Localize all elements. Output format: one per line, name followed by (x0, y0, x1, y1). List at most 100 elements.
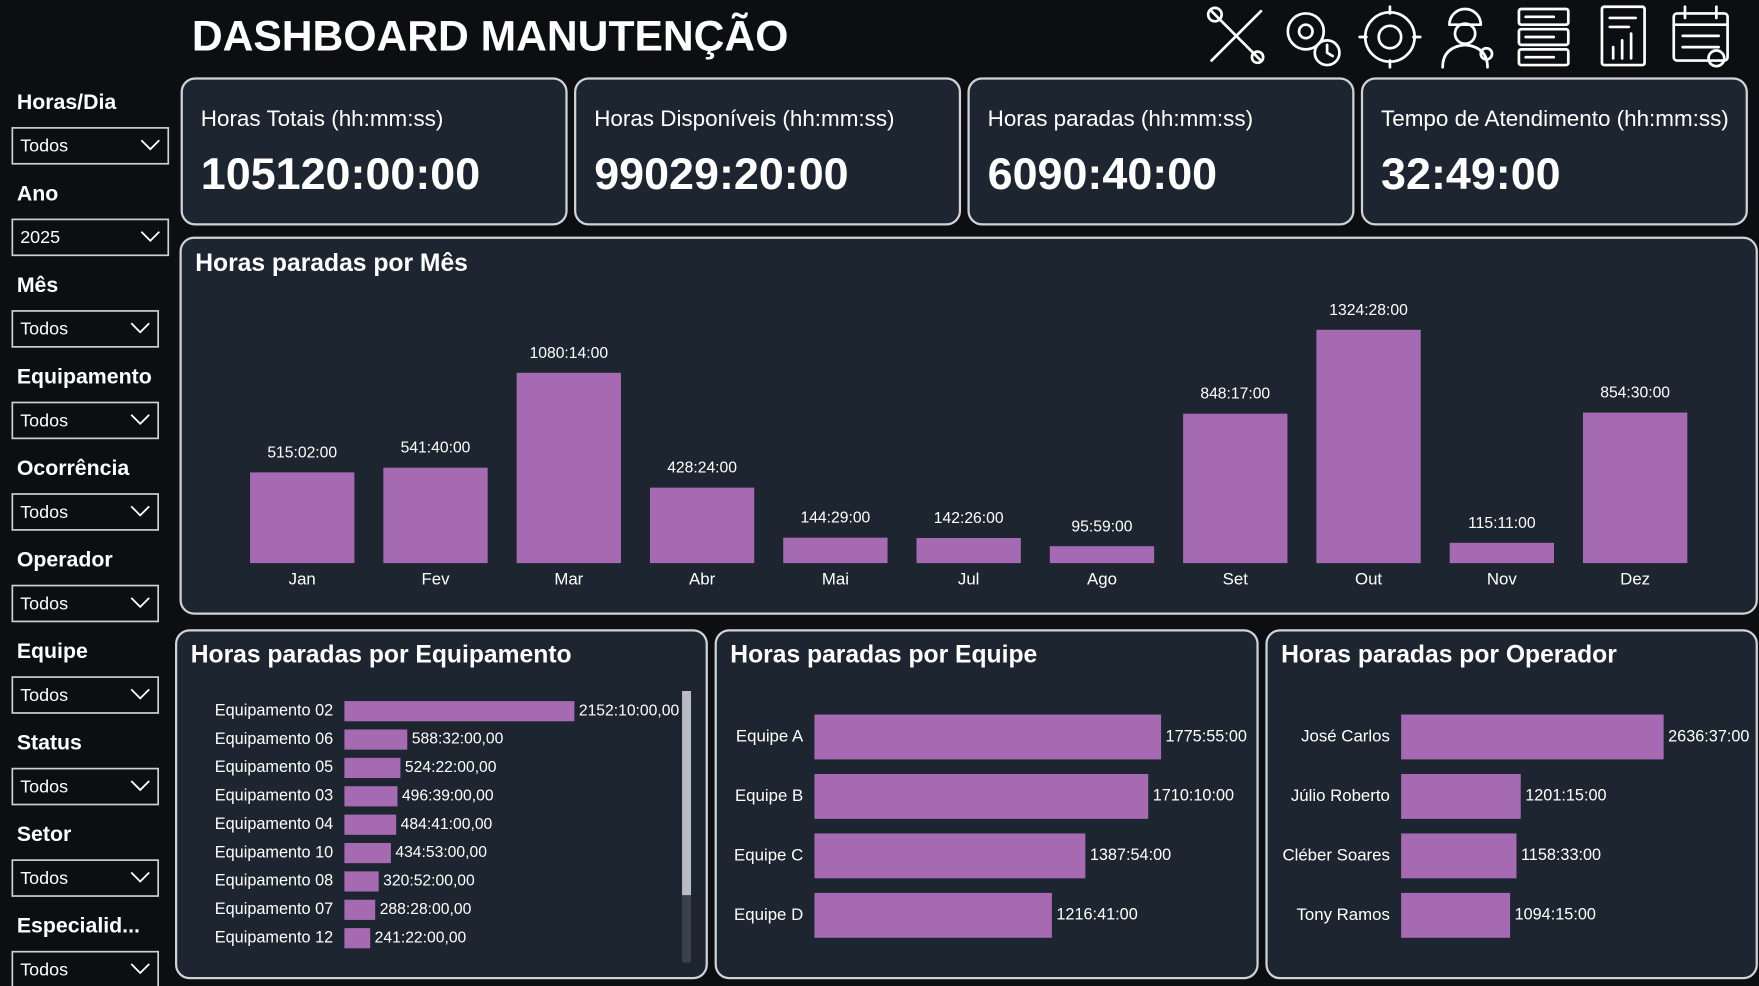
x-tick-label: Jul (958, 569, 980, 588)
x-tick-label: Fev (422, 569, 451, 588)
filter-dropdown[interactable] (11, 493, 160, 531)
y-tick-label: Equipamento 10 (215, 843, 333, 861)
y-tick-label: Equipamento 08 (215, 872, 333, 890)
data-label: 588:32:00,00 (412, 731, 504, 748)
y-tick-label: Equipe C (734, 845, 803, 864)
data-label: 1775:55:00 (1166, 727, 1247, 745)
dropdown-chevron (130, 414, 150, 426)
y-tick-label: Equipamento 12 (215, 929, 333, 947)
bar (1401, 892, 1511, 938)
data-label: 2152:10:00,00 (579, 702, 680, 719)
filter-dropdown[interactable] (11, 310, 160, 348)
filter-value: Todos (20, 959, 68, 979)
cost-icon[interactable] (1358, 5, 1422, 69)
kpi-value: 99029:20:00 (594, 148, 848, 199)
filter-label: Status (17, 731, 82, 755)
bar (344, 757, 401, 779)
kpi-card (1360, 77, 1748, 226)
filter-dropdown[interactable] (11, 859, 160, 897)
bar (344, 701, 575, 722)
dashboard-title: DASHBOARD MANUTENÇÃO (192, 13, 789, 61)
filter-dropdown[interactable] (11, 401, 160, 440)
filter-label: Setor (17, 822, 71, 846)
kpi-label: Horas paradas (hh:mm:ss) (988, 106, 1253, 131)
bar (383, 467, 488, 564)
chart-title: Horas paradas por Mês (195, 250, 468, 277)
dropdown-chevron (130, 688, 150, 700)
data-label: 541:40:00 (401, 440, 471, 457)
data-label: 1094:15:00 (1515, 906, 1596, 924)
filter-label: Especialid... (17, 914, 140, 938)
kpi-card (180, 77, 568, 226)
filter-dropdown[interactable] (11, 767, 160, 806)
dropdown-chevron (140, 139, 160, 151)
maintenance-time-icon[interactable] (1286, 12, 1341, 67)
kpi-label: Tempo de Atendimento (hh:mm:ss) (1381, 106, 1729, 131)
chart-title: Horas paradas por Equipe (730, 642, 1037, 669)
y-tick-label: Tony Ramos (1296, 905, 1389, 924)
tools-icon[interactable] (1206, 6, 1265, 65)
bar (344, 899, 376, 920)
bar (814, 833, 1086, 879)
bar (1183, 413, 1288, 564)
y-tick-label: Equipamento 03 (215, 787, 333, 805)
scrollbar-thumb[interactable] (682, 690, 692, 896)
bar (1049, 546, 1155, 564)
bar (783, 537, 888, 564)
y-tick-label: Júlio Roberto (1291, 786, 1390, 805)
bar (516, 372, 621, 564)
y-tick-label: Cléber Soares (1282, 845, 1389, 864)
data-label: 115:11:00 (1468, 515, 1536, 532)
filter-dropdown[interactable] (11, 127, 170, 165)
y-tick-label: Equipamento 04 (215, 815, 333, 833)
bar (1316, 329, 1421, 564)
list-icon[interactable] (1517, 7, 1570, 67)
dropdown-chevron (130, 505, 150, 517)
kpi-value: 6090:40:00 (988, 148, 1217, 199)
data-label: 428:24:00 (667, 460, 737, 477)
data-label: 144:29:00 (800, 510, 870, 527)
data-label: 320:52:00,00 (383, 873, 475, 890)
filter-label: Horas/Dia (17, 90, 117, 114)
data-label: 434:53:00,00 (395, 844, 487, 861)
data-label: 1080:14:00 (530, 345, 609, 362)
x-tick-label: Abr (689, 569, 716, 588)
y-tick-label: Equipe D (734, 905, 803, 924)
filter-value: Todos (20, 136, 68, 156)
bar (1401, 833, 1517, 879)
x-tick-label: Mai (822, 569, 849, 588)
data-label: 2636:37:00 (1668, 727, 1749, 745)
filter-label: Equipe (17, 639, 88, 663)
x-tick-label: Set (1223, 569, 1249, 588)
data-label: 1387:54:00 (1090, 846, 1171, 864)
filter-dropdown[interactable] (11, 676, 160, 714)
filter-value: Todos (20, 502, 68, 522)
x-tick-label: Ago (1087, 569, 1117, 588)
bar (814, 714, 1162, 760)
nav-icons (1206, 5, 1729, 69)
data-label: 854:30:00 (1600, 385, 1670, 402)
report-icon[interactable] (1600, 5, 1646, 67)
dropdown-chevron (140, 231, 160, 242)
bar (649, 487, 755, 564)
calendar-icon[interactable] (1672, 5, 1729, 68)
bar (916, 538, 1021, 564)
dropdown-chevron (130, 322, 150, 334)
y-tick-label: Equipe B (735, 786, 803, 805)
dropdown-chevron (130, 963, 150, 975)
technician-icon[interactable] (1441, 7, 1494, 69)
filter-value: Todos (20, 685, 68, 705)
y-tick-label: Equipamento 05 (215, 758, 333, 776)
data-label: 524:22:00,00 (405, 759, 497, 776)
filter-dropdown[interactable] (11, 950, 160, 986)
filter-label: Operador (17, 547, 113, 571)
data-label: 1201:15:00 (1525, 787, 1606, 805)
bar (1401, 714, 1664, 760)
filter-dropdown[interactable] (11, 218, 170, 257)
dropdown-chevron (130, 780, 150, 792)
y-tick-label: Equipamento 07 (215, 900, 333, 918)
kpi-value: 32:49:00 (1381, 148, 1561, 199)
filter-dropdown[interactable] (11, 584, 160, 623)
kpi-card (967, 77, 1355, 226)
